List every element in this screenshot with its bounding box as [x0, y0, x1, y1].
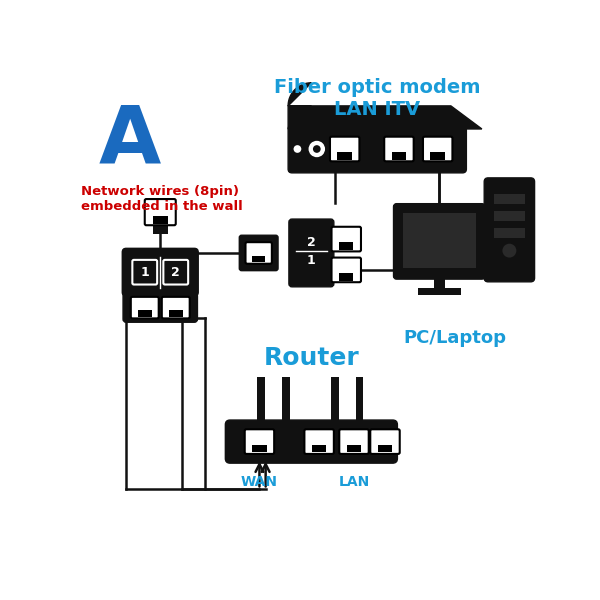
FancyBboxPatch shape — [289, 219, 334, 287]
FancyBboxPatch shape — [394, 203, 485, 279]
Text: Network wires (8pin)
embedded in the wall: Network wires (8pin) embedded in the wal… — [81, 185, 243, 213]
Bar — [257, 377, 265, 425]
Text: PC/Laptop: PC/Laptop — [403, 329, 506, 347]
Text: Fiber optic modem
LAN ITV: Fiber optic modem LAN ITV — [274, 78, 481, 119]
FancyBboxPatch shape — [163, 260, 188, 284]
Bar — [356, 377, 364, 425]
Bar — [331, 377, 338, 425]
Polygon shape — [288, 106, 482, 129]
Bar — [252, 256, 265, 262]
FancyBboxPatch shape — [370, 429, 400, 454]
Bar — [252, 445, 266, 452]
Bar — [138, 310, 152, 317]
FancyBboxPatch shape — [304, 429, 334, 454]
Bar — [392, 152, 406, 160]
Text: 1: 1 — [307, 254, 316, 267]
Bar — [493, 227, 525, 238]
FancyBboxPatch shape — [226, 420, 397, 463]
Circle shape — [308, 140, 326, 158]
Bar — [378, 445, 392, 452]
Text: A: A — [98, 103, 161, 181]
FancyBboxPatch shape — [162, 297, 190, 319]
Bar — [493, 194, 525, 205]
FancyBboxPatch shape — [239, 235, 278, 271]
FancyBboxPatch shape — [245, 429, 274, 454]
FancyBboxPatch shape — [133, 260, 157, 284]
Text: Router: Router — [263, 346, 359, 370]
FancyBboxPatch shape — [384, 137, 413, 161]
FancyBboxPatch shape — [330, 137, 359, 161]
Bar — [339, 242, 353, 250]
Text: 1: 1 — [140, 266, 149, 278]
Bar — [434, 276, 445, 290]
FancyBboxPatch shape — [145, 199, 176, 225]
FancyBboxPatch shape — [131, 297, 158, 319]
Bar — [403, 213, 476, 268]
Bar — [282, 377, 290, 425]
FancyBboxPatch shape — [245, 242, 272, 264]
FancyBboxPatch shape — [122, 248, 198, 296]
Text: WAN: WAN — [241, 475, 278, 488]
FancyBboxPatch shape — [123, 293, 197, 322]
Bar — [152, 215, 168, 224]
Text: LAN: LAN — [338, 475, 370, 488]
Polygon shape — [288, 83, 311, 106]
Bar — [312, 445, 326, 452]
Text: 2: 2 — [307, 236, 316, 248]
Bar — [169, 310, 182, 317]
Bar — [418, 289, 461, 295]
FancyBboxPatch shape — [288, 125, 466, 173]
FancyBboxPatch shape — [484, 178, 535, 282]
Bar — [347, 445, 361, 452]
Circle shape — [313, 145, 320, 153]
Circle shape — [502, 244, 517, 257]
Bar — [152, 212, 168, 233]
Circle shape — [293, 145, 301, 153]
Bar — [493, 211, 525, 221]
Bar — [337, 152, 352, 160]
Text: 2: 2 — [172, 266, 180, 278]
Bar — [430, 152, 445, 160]
FancyBboxPatch shape — [332, 257, 361, 282]
FancyBboxPatch shape — [332, 227, 361, 251]
Bar — [339, 273, 353, 281]
FancyBboxPatch shape — [423, 137, 452, 161]
FancyBboxPatch shape — [339, 429, 369, 454]
